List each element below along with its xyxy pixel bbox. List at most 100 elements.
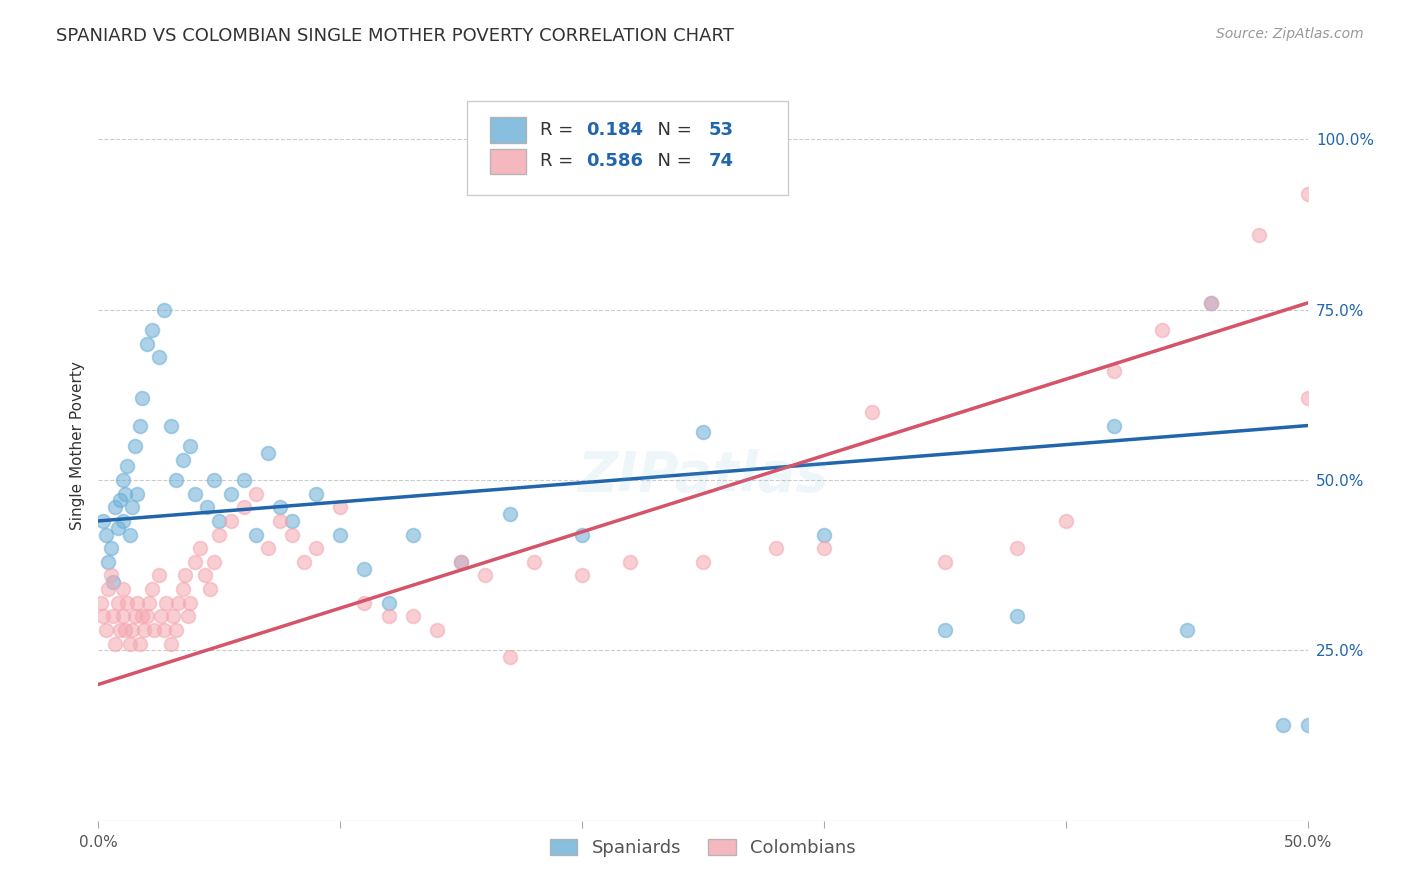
Point bbox=[1296, 392, 1319, 406]
Point bbox=[195, 500, 218, 515]
Point bbox=[101, 609, 124, 624]
Point bbox=[860, 405, 883, 419]
Point bbox=[104, 500, 127, 515]
Point bbox=[1007, 609, 1029, 624]
Point bbox=[138, 596, 160, 610]
Point bbox=[128, 636, 150, 650]
Point bbox=[353, 596, 375, 610]
Point bbox=[111, 514, 134, 528]
Text: 0.184: 0.184 bbox=[586, 120, 643, 139]
Point bbox=[377, 596, 399, 610]
Point bbox=[94, 623, 117, 637]
Point bbox=[172, 582, 194, 596]
Point bbox=[426, 623, 449, 637]
Point bbox=[167, 596, 190, 610]
Point bbox=[813, 541, 835, 556]
Point bbox=[1199, 296, 1222, 310]
Point bbox=[281, 527, 304, 541]
Text: ZIPatlas: ZIPatlas bbox=[578, 449, 828, 503]
Text: N =: N = bbox=[647, 120, 697, 139]
Point bbox=[121, 500, 143, 515]
Point bbox=[118, 527, 141, 541]
Point bbox=[148, 351, 170, 365]
Point bbox=[305, 486, 328, 500]
Point bbox=[1296, 718, 1319, 732]
Point bbox=[523, 555, 546, 569]
Point bbox=[117, 459, 139, 474]
FancyBboxPatch shape bbox=[491, 117, 526, 143]
Point bbox=[118, 636, 141, 650]
Point bbox=[571, 527, 593, 541]
Point bbox=[162, 609, 184, 624]
Point bbox=[402, 527, 425, 541]
Point bbox=[179, 596, 201, 610]
Point bbox=[1175, 623, 1198, 637]
Point bbox=[221, 486, 243, 500]
Point bbox=[152, 623, 174, 637]
Legend: Spaniards, Colombians: Spaniards, Colombians bbox=[543, 831, 863, 864]
Point bbox=[111, 473, 134, 487]
FancyBboxPatch shape bbox=[491, 149, 526, 174]
Point bbox=[232, 500, 254, 515]
Point bbox=[934, 555, 956, 569]
Point bbox=[1054, 514, 1077, 528]
Text: 74: 74 bbox=[709, 153, 734, 170]
Point bbox=[165, 623, 187, 637]
Point bbox=[117, 596, 139, 610]
Point bbox=[692, 555, 714, 569]
Point bbox=[194, 568, 217, 582]
Point bbox=[174, 568, 197, 582]
Point bbox=[111, 582, 134, 596]
Point bbox=[188, 541, 211, 556]
Point bbox=[204, 555, 226, 569]
Point bbox=[100, 568, 122, 582]
Point bbox=[1007, 541, 1029, 556]
Point bbox=[91, 514, 114, 528]
Point bbox=[127, 596, 149, 610]
Point bbox=[101, 575, 124, 590]
Point bbox=[124, 439, 146, 453]
Point bbox=[124, 609, 146, 624]
Point bbox=[131, 392, 153, 406]
Point bbox=[148, 568, 170, 582]
Text: R =: R = bbox=[540, 153, 579, 170]
Point bbox=[150, 609, 173, 624]
Point bbox=[1102, 418, 1125, 433]
Point bbox=[232, 473, 254, 487]
Point bbox=[1296, 186, 1319, 201]
Point bbox=[184, 555, 207, 569]
Point bbox=[305, 541, 328, 556]
Point bbox=[111, 609, 134, 624]
Point bbox=[165, 473, 187, 487]
Point bbox=[498, 507, 520, 521]
Point bbox=[107, 596, 129, 610]
Point bbox=[152, 302, 174, 317]
Point bbox=[177, 609, 200, 624]
Y-axis label: Single Mother Poverty: Single Mother Poverty bbox=[69, 361, 84, 531]
Point bbox=[377, 609, 399, 624]
Point bbox=[107, 521, 129, 535]
Text: R =: R = bbox=[540, 120, 579, 139]
Point bbox=[934, 623, 956, 637]
Point bbox=[108, 493, 131, 508]
Point bbox=[114, 623, 136, 637]
Point bbox=[281, 514, 304, 528]
Point bbox=[128, 418, 150, 433]
Point bbox=[245, 527, 267, 541]
Point bbox=[1199, 296, 1222, 310]
Point bbox=[402, 609, 425, 624]
Point bbox=[121, 623, 143, 637]
Point bbox=[498, 650, 520, 665]
Point bbox=[94, 527, 117, 541]
Point bbox=[141, 323, 163, 337]
Point bbox=[292, 555, 315, 569]
Point bbox=[329, 527, 352, 541]
Point bbox=[97, 582, 120, 596]
Point bbox=[135, 336, 157, 351]
Point bbox=[198, 582, 221, 596]
Text: SPANIARD VS COLOMBIAN SINGLE MOTHER POVERTY CORRELATION CHART: SPANIARD VS COLOMBIAN SINGLE MOTHER POVE… bbox=[56, 27, 734, 45]
Text: 53: 53 bbox=[709, 120, 734, 139]
Point bbox=[114, 486, 136, 500]
Point bbox=[204, 473, 226, 487]
Point bbox=[127, 486, 149, 500]
